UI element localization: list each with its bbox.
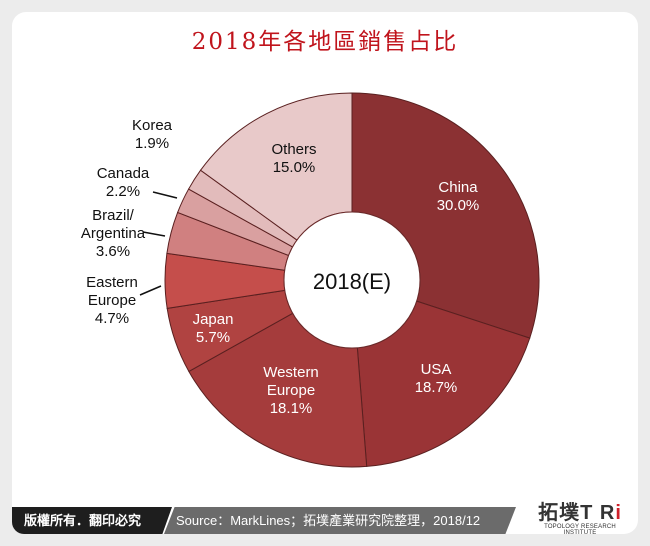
slice-label-western-europe: Europe <box>267 382 315 399</box>
source-note: Source：MarkLines；拓墣產業研究院整理，2018/12 <box>164 507 516 534</box>
slice-value-china: 30.0% <box>437 197 480 214</box>
slice-label-canada: Canada <box>97 165 150 182</box>
slice-value-canada: 2.2% <box>106 183 140 200</box>
leader-line-brazil <box>142 231 166 237</box>
slice-value-usa: 18.7% <box>415 379 458 396</box>
slice-label-eastern-europe: Eastern <box>86 274 138 291</box>
slice-value-japan: 5.7% <box>196 329 230 346</box>
slice-label-brazil-argentina: Brazil/ <box>92 207 135 224</box>
slice-label-china: China <box>438 179 478 196</box>
slice-label-eastern-europe: Europe <box>88 292 136 309</box>
slice-label-brazil-argentina: Argentina <box>81 225 146 242</box>
slice-value-eastern-europe: 4.7% <box>95 310 129 327</box>
leader-line-eastern-europe <box>139 285 162 296</box>
slice-label-others: Others <box>271 141 316 158</box>
slice-label-usa: USA <box>421 361 452 378</box>
slice-label-korea: Korea <box>132 117 173 134</box>
chart-title: 2018年各地區銷售占比 <box>191 29 459 55</box>
tri-logo: 拓墣T Ri TOPOLOGY RESEARCH INSTITUTE <box>538 502 622 536</box>
slice-label-western-europe: Western <box>263 364 319 381</box>
slice-value-korea: 1.9% <box>135 135 169 152</box>
donut-hole <box>283 211 421 349</box>
copyright-tag: 版權所有．翻印必究 <box>12 507 172 534</box>
center-label: 2018(E) <box>313 269 391 294</box>
slice-value-western-europe: 18.1% <box>270 400 313 417</box>
slice-value-brazil-argentina: 3.6% <box>96 243 130 260</box>
slice-label-japan: Japan <box>193 311 234 328</box>
leader-line-canada <box>152 191 178 199</box>
slice-value-others: 15.0% <box>273 159 316 176</box>
